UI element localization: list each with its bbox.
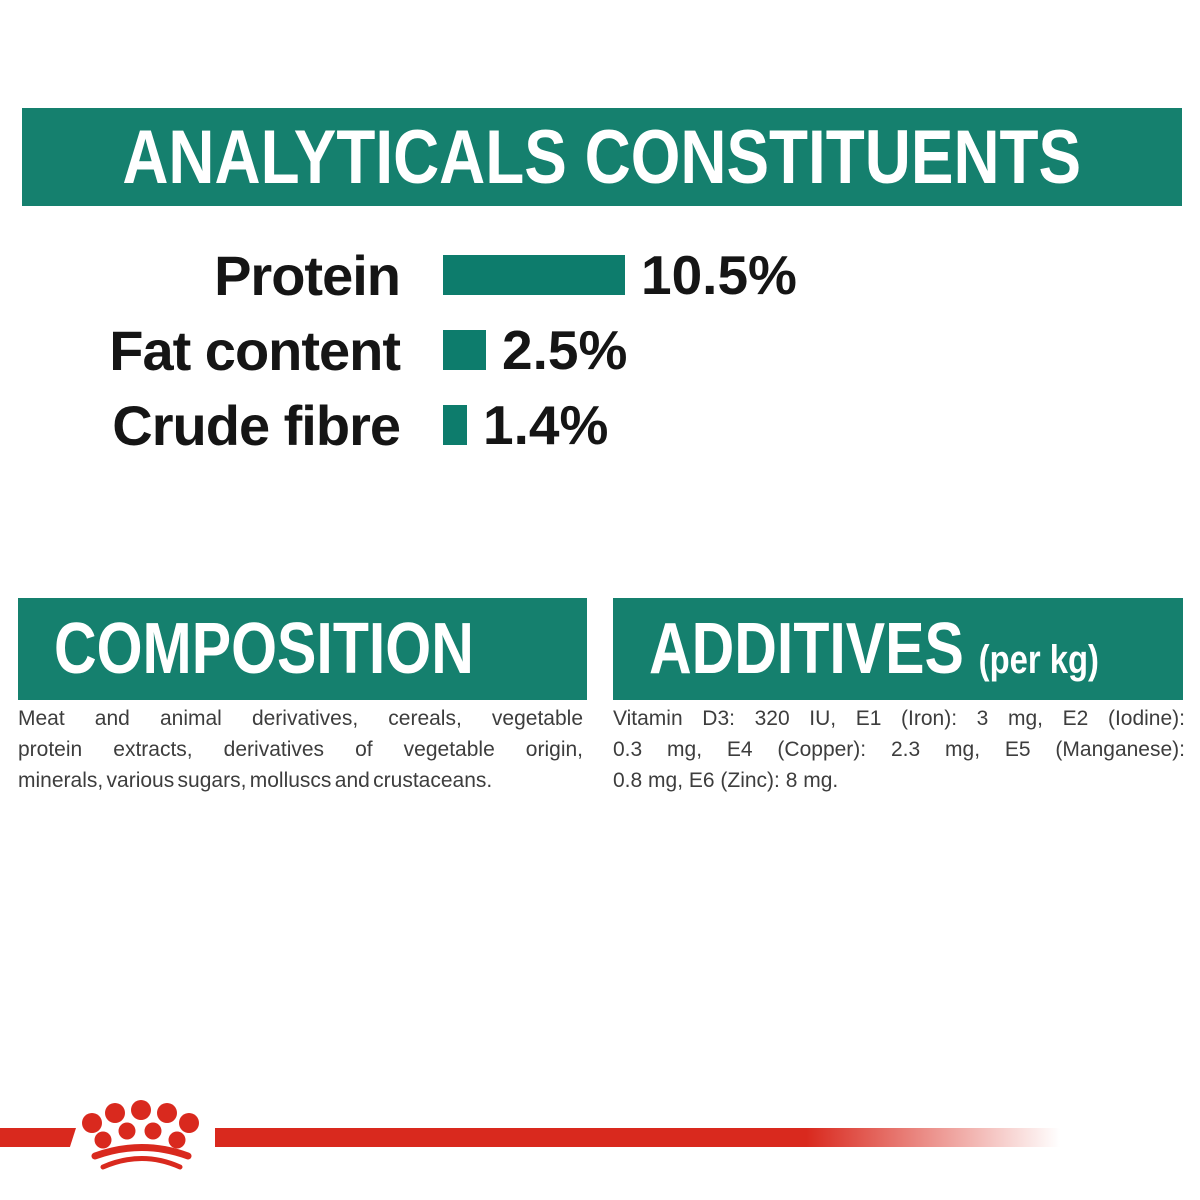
crown-paw-logo-icon	[82, 1100, 199, 1170]
bar-label: Crude fibre	[112, 393, 401, 457]
bar-value: 2.5%	[502, 319, 628, 381]
additives-title: ADDITIVES (per kg)	[649, 608, 1099, 690]
additives-line: 0.8 mg, E6 (Zinc): 8 mg.	[613, 769, 839, 792]
composition-line: minerals, various sugars, molluscs and c…	[18, 769, 493, 792]
composition-line: Meat and animal derivatives, cereals, ve…	[18, 707, 583, 730]
bar-crude-fibre	[443, 405, 467, 445]
bar-value: 1.4%	[483, 394, 609, 456]
composition-header: COMPOSITION	[18, 598, 587, 700]
composition-body: Meat and animal derivatives, cereals, ve…	[18, 703, 583, 796]
bar-label: Fat content	[109, 318, 401, 382]
additives-header: ADDITIVES (per kg)	[613, 598, 1183, 700]
additives-line: Vitamin D3: 320 IU, E1 (Iron): 3 mg, E2 …	[613, 707, 1185, 730]
analytical-constituents-banner: ANALYTICALS CONSTITUENTS	[22, 108, 1182, 206]
composition-title: COMPOSITION	[54, 609, 474, 689]
chart-row-protein: Protein 10.5%	[0, 244, 797, 307]
additives-line: 0.3 mg, E4 (Copper): 2.3 mg, E5 (Mangane…	[613, 738, 1185, 761]
additives-subtitle: (per kg)	[978, 638, 1099, 682]
red-stripe-right	[215, 1128, 1060, 1147]
bar-fat-content	[443, 330, 486, 370]
bar-protein	[443, 255, 625, 295]
bar-label: Protein	[214, 243, 401, 307]
banner-title: ANALYTICALS CONSTITUENTS	[122, 114, 1082, 200]
chart-row-fat-content: Fat content 2.5%	[0, 319, 627, 382]
chart-row-crude-fibre: Crude fibre 1.4%	[0, 394, 608, 457]
composition-line: protein extracts, derivatives of vegetab…	[18, 738, 583, 761]
additives-body: Vitamin D3: 320 IU, E1 (Iron): 3 mg, E2 …	[613, 703, 1185, 796]
red-stripe-left	[0, 1128, 76, 1147]
additives-title-text: ADDITIVES	[649, 609, 964, 689]
bar-value: 10.5%	[641, 244, 797, 306]
